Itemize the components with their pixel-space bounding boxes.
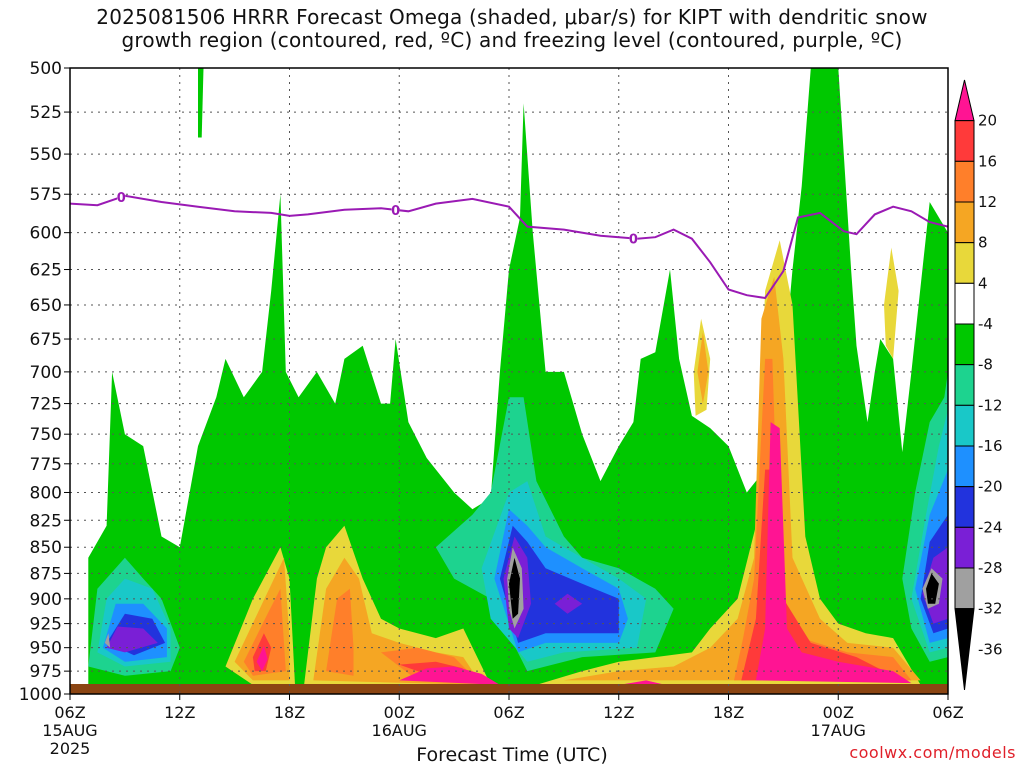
omega-region-40: [399, 666, 500, 685]
omega-region-1: [198, 68, 204, 138]
y-tick-label: 825: [30, 511, 62, 531]
freezing-label-bg: [391, 202, 400, 216]
y-tick-label: 600: [30, 224, 62, 244]
freezing-level-line: [70, 194, 948, 300]
colorbar-label: 20: [978, 112, 997, 130]
colorbar-label: 12: [978, 193, 997, 211]
omega-region-42: [755, 422, 912, 684]
x-tick-label: 00Z: [823, 703, 854, 722]
omega-region-18: [104, 633, 111, 648]
title-line-2: growth region (contoured, red, ºC) and f…: [121, 28, 903, 52]
colorbar-swatch: [954, 201, 975, 244]
x-tick-label: 06Z: [54, 703, 85, 722]
y-tick-label: 875: [30, 564, 62, 584]
colorbar-swatch: [954, 364, 975, 406]
freezing-level: 0 0 0: [70, 190, 948, 300]
y-tick-label: 975: [30, 662, 62, 682]
omega-region-0: [88, 68, 948, 694]
chart-title: 2025081506 HRRR Forecast Omega (shaded, …: [0, 6, 1024, 52]
y-tick-label: 950: [30, 639, 62, 659]
colorbar-label: 4: [978, 274, 988, 292]
y-axis: 500 525 550 575 600 625 650 675 700 725 750 775 800 8…: [19, 59, 70, 705]
y-tick-label: 925: [30, 615, 62, 635]
y-tick-label: 725: [30, 395, 62, 415]
omega-region-31: [697, 332, 709, 404]
colorbar-swatch: [954, 282, 975, 325]
y-tick-label: 550: [30, 145, 62, 165]
colorbar-label: 16: [978, 152, 997, 170]
colorbar-swatch: [954, 486, 975, 528]
colorbar-swatch: [954, 526, 975, 569]
x-date-label: 17AUG: [811, 721, 866, 740]
freezing-label-bg: [629, 231, 638, 245]
colorbar-label: -24: [978, 518, 1003, 536]
x-year-label: 2025: [50, 739, 91, 758]
x-tick-label: 18Z: [713, 703, 744, 722]
omega-region-27: [884, 247, 899, 359]
omega-region-33: [326, 588, 354, 676]
y-tick-label: 525: [30, 103, 62, 123]
omega-region-29: [313, 557, 482, 685]
omega-region-22: [926, 573, 939, 604]
colorbar-swatch: [954, 242, 975, 284]
omega-region-39: [256, 645, 268, 672]
x-tick-label: 12Z: [603, 703, 634, 722]
x-tick-label: 00Z: [384, 703, 415, 722]
y-tick-label: 1000: [19, 685, 62, 705]
y-tick-label: 800: [30, 483, 62, 503]
y-tick-label: 675: [30, 330, 62, 350]
colorbar-label: -4: [978, 315, 993, 333]
colorbar-label: -32: [978, 600, 1003, 618]
x-tick-label: 06Z: [932, 703, 963, 722]
y-tick-label: 700: [30, 363, 62, 383]
colorbar-label: -8: [978, 356, 993, 374]
x-tick-label: 18Z: [274, 703, 305, 722]
freezing-level-label: 0: [391, 204, 400, 219]
x-axis-title: Forecast Time (UTC): [416, 744, 608, 766]
freezing-level-label: 0: [629, 232, 638, 247]
colorbar-swatch: [954, 445, 975, 488]
y-tick-label: 625: [30, 261, 62, 281]
title-line-1: 2025081506 HRRR Forecast Omega (shaded, …: [96, 5, 928, 29]
freezing-level-label: 0: [117, 191, 126, 206]
x-date-label: 15AUG: [42, 721, 97, 740]
colorbar-label: 8: [978, 234, 988, 252]
colorbar-label: -36: [978, 640, 1003, 658]
terrain-strip: [70, 684, 948, 694]
y-tick-label: 850: [30, 538, 62, 558]
y-tick-label: 775: [30, 455, 62, 475]
colorbar: 20 16 12 8 4 -4 -8 -12 -16 -20 -24 -28 -32 -36: [954, 79, 1003, 691]
colorbar-top-arrow: [954, 79, 975, 122]
colorbar-label: -20: [978, 478, 1003, 496]
omega-region-12: [499, 525, 619, 643]
y-tick-label: 575: [30, 185, 62, 205]
colorbar-swatch: [954, 404, 975, 447]
colorbar-swatch: [954, 323, 975, 366]
x-tick-label: 06Z: [493, 703, 524, 722]
y-tick-label: 650: [30, 296, 62, 316]
credit-text: coolwx.com/models: [849, 743, 1016, 762]
omega-region-32: [243, 588, 286, 676]
freezing-label-bg: [117, 190, 126, 204]
omega-region-14: [106, 626, 158, 653]
colorbar-swatch: [954, 120, 975, 162]
x-date-label: 16AUG: [372, 721, 427, 740]
colorbar-swatch: [954, 160, 975, 203]
colorbar-label: -12: [978, 396, 1003, 414]
colorbar-label: -16: [978, 437, 1003, 455]
x-tick-label: 12Z: [164, 703, 195, 722]
y-tick-label: 900: [30, 590, 62, 610]
colorbar-swatch: [954, 567, 975, 610]
colorbar-label: -28: [978, 559, 1003, 577]
colorbar-bottom-arrow: [954, 608, 975, 691]
y-tick-label: 500: [30, 59, 62, 79]
omega-shading: [88, 68, 948, 694]
y-tick-label: 750: [30, 425, 62, 445]
